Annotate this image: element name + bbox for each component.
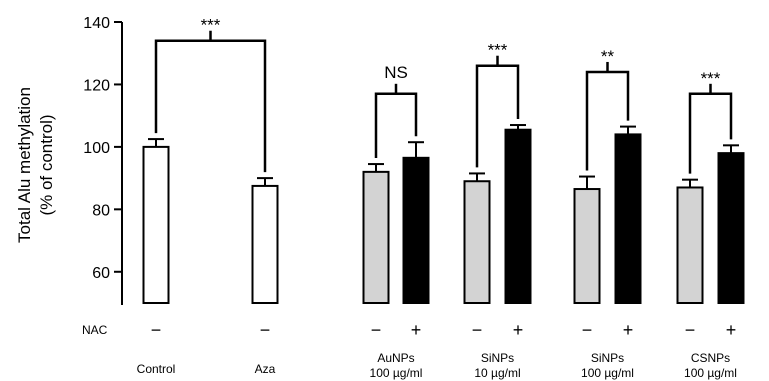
bar — [142, 145, 170, 304]
y-tick-label: 100 — [83, 140, 110, 157]
nac-plus-symbol: + — [411, 320, 422, 340]
significance-label: *** — [488, 41, 508, 60]
nac-minus-symbol: − — [472, 320, 483, 340]
nac-minus-symbol: − — [582, 320, 593, 340]
category-label: Control — [137, 362, 176, 376]
nac-minus-symbol: − — [260, 320, 271, 340]
nac-plus-symbol: + — [726, 320, 737, 340]
category-label: SiNPs — [591, 351, 624, 365]
axes-layer: 60 80 100 120 140 Total Alu methylation (% of … — [15, 15, 123, 305]
y-axis-subtitle: (% of control) — [37, 114, 56, 215]
significance-layer: ***NS*** ***** — [154, 16, 733, 174]
bar — [614, 133, 642, 304]
nac-plus-symbol: + — [623, 320, 634, 340]
category-sublabel: 100 µg/ml — [581, 366, 634, 380]
nac-row-label: NAC — [82, 323, 108, 337]
category-label: SiNPs — [481, 351, 514, 365]
bar — [463, 180, 491, 305]
significance-bracket — [374, 92, 418, 159]
bar — [676, 186, 704, 305]
bar — [251, 184, 279, 305]
category-label: AuNPs — [377, 351, 414, 365]
significance-bracket — [154, 39, 267, 173]
nac-minus-symbol: − — [371, 320, 382, 340]
bar — [402, 156, 430, 304]
category-sublabel: 100 µg/ml — [684, 366, 737, 380]
bar — [362, 170, 390, 304]
category-sublabel: 10 µg/ml — [474, 366, 520, 380]
bar — [504, 128, 532, 304]
nac-minus-symbol: − — [685, 320, 696, 340]
y-tick-label: 80 — [92, 202, 110, 219]
significance-label: NS — [384, 63, 408, 82]
significance-bracket — [585, 70, 630, 171]
category-label: Aza — [255, 362, 276, 376]
category-label: CSNPs — [691, 351, 730, 365]
significance-label: ** — [601, 47, 615, 66]
y-axis-title: Total Alu methylation — [15, 87, 34, 243]
category-sublabel: 100 µg/ml — [370, 366, 423, 380]
bar — [573, 188, 601, 305]
bar — [717, 152, 745, 304]
y-tick-label: 140 — [83, 15, 110, 32]
nac-plus-symbol: + — [513, 320, 524, 340]
bars-layer — [142, 124, 745, 305]
significance-label: *** — [701, 69, 721, 88]
y-tick-label: 60 — [92, 265, 110, 282]
nac-minus-symbol: − — [151, 320, 162, 340]
y-tick-label: 120 — [83, 77, 110, 94]
significance-label: *** — [201, 16, 221, 35]
